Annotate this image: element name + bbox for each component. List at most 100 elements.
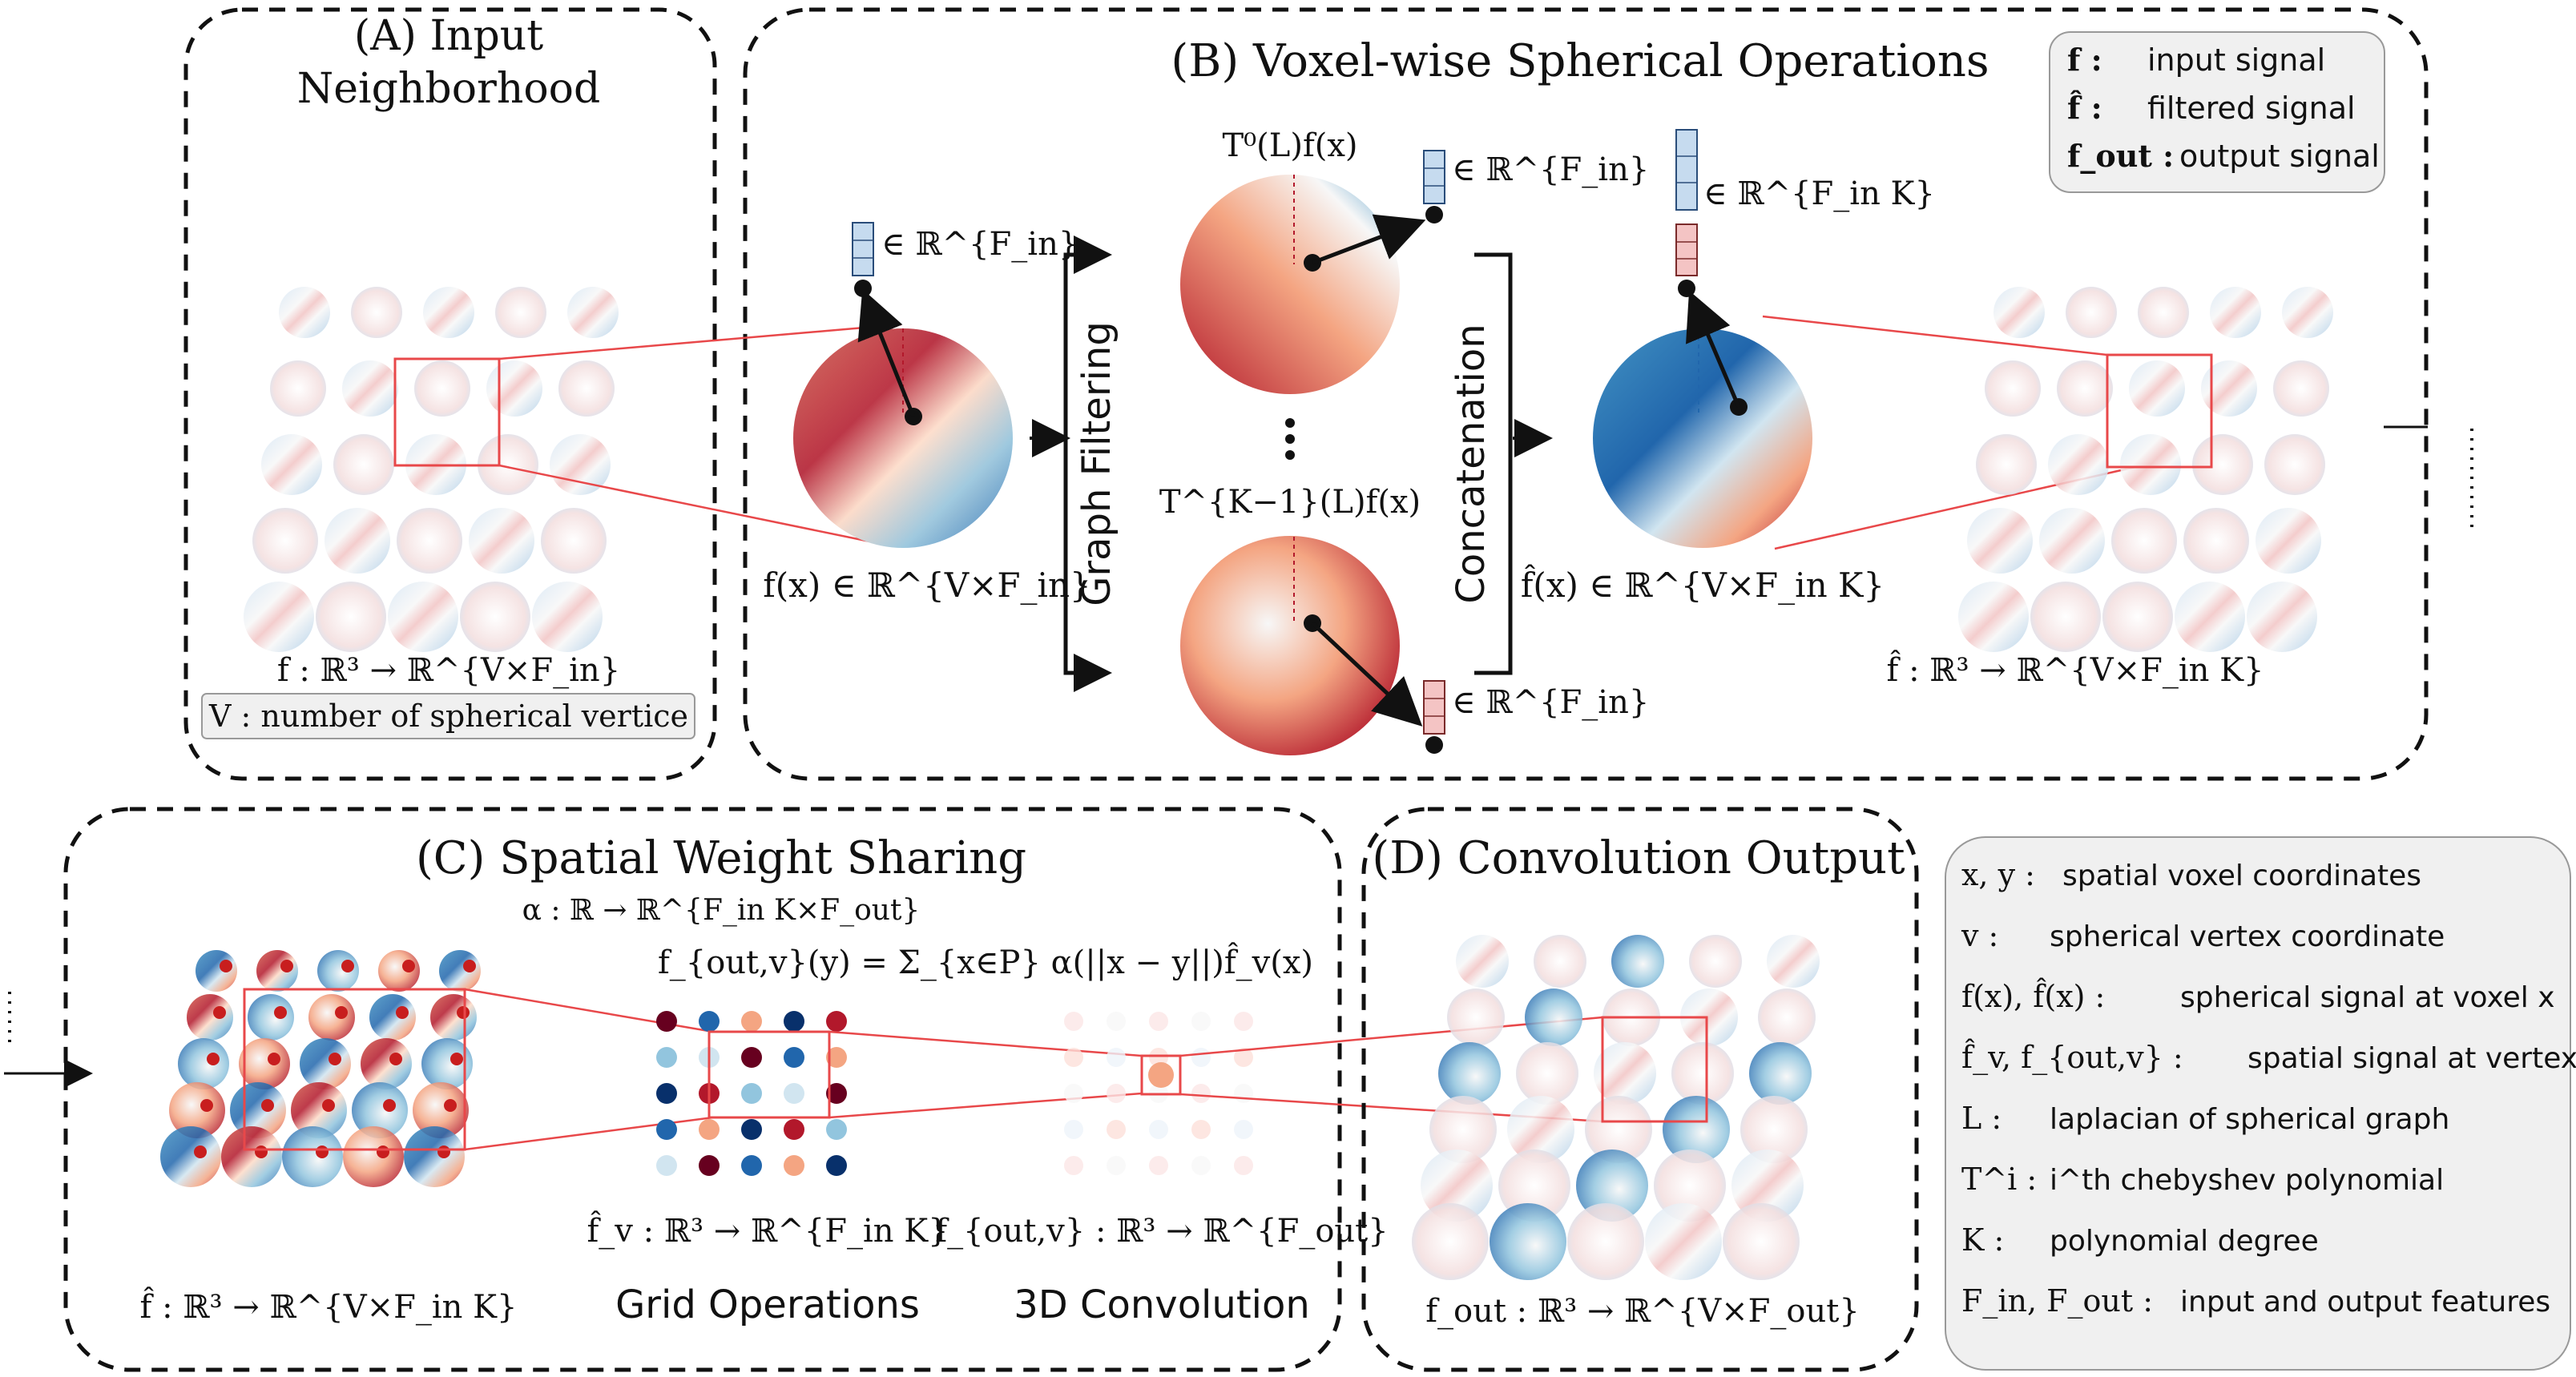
voxel-vertex-marker <box>194 1145 207 1158</box>
voxel-sphere <box>352 1082 408 1138</box>
panel-c-map-mid: f̂_v : ℝ³ → ℝ^{F_in K} <box>587 1211 948 1250</box>
voxel-sphere <box>342 360 398 417</box>
zoom-box-b <box>2106 353 2213 469</box>
panel-a-note: V : number of spherical vertice <box>208 699 688 734</box>
voxel-sphere <box>325 508 390 574</box>
voxel-sphere <box>244 582 314 652</box>
legend-d-sym: K : <box>1961 1222 2004 1258</box>
voxel-sphere <box>2120 434 2181 495</box>
voxel-sphere <box>1534 935 1586 988</box>
voxel-sphere <box>1723 1203 1800 1280</box>
voxel-sphere <box>2256 508 2321 574</box>
voxel-sphere <box>279 287 330 338</box>
grid-dot <box>741 1047 762 1068</box>
voxel-sphere <box>252 508 318 574</box>
filtered-voxel-grid <box>1958 287 2333 652</box>
grid-dot <box>1064 1012 1083 1031</box>
legend-d-box <box>1945 836 2571 1371</box>
voxel-sphere <box>300 1038 351 1089</box>
grid-dot <box>1064 1120 1083 1139</box>
input-sphere-pointer <box>857 288 916 417</box>
voxel-sphere <box>2102 582 2173 652</box>
voxel-sphere <box>1421 1150 1493 1222</box>
zoom-box-c2 <box>707 1030 831 1119</box>
voxel-sphere <box>2048 434 2109 495</box>
t0-vector-dot <box>1425 206 1443 223</box>
voxel-sphere <box>1594 1042 1656 1105</box>
voxel-sphere <box>430 994 477 1041</box>
voxel-sphere <box>2192 434 2253 495</box>
voxel-vertex-marker <box>200 1099 213 1112</box>
voxel-sphere <box>187 994 233 1041</box>
voxel-sphere <box>460 582 530 652</box>
t0-sphere-body <box>1180 175 1400 394</box>
voxel-sphere <box>2183 508 2249 574</box>
voxel-sphere <box>1567 1203 1644 1280</box>
voxel-sphere <box>1645 1203 1722 1280</box>
panel-a-map-label: f : ℝ³ → ℝ^{V×F_in} <box>277 652 620 689</box>
voxel-sphere <box>2247 582 2317 652</box>
tk-vector-label: ∈ ℝ^{F_in} <box>1452 684 1649 721</box>
voxel-vertex-marker <box>261 1099 274 1112</box>
voxel-vertex-marker <box>396 1006 409 1019</box>
voxel-sphere <box>1663 1096 1730 1163</box>
legend-d-items: x, y : spatial voxel coordinates v : spheri… <box>1961 857 2576 1319</box>
concat-vector-red <box>1675 223 1698 276</box>
grid-dot <box>1064 1156 1083 1175</box>
panel-d-map: f_out : ℝ³ → ℝ^{V×F_out} <box>1425 1293 1860 1330</box>
voxel-sphere <box>532 582 603 652</box>
voxel-sphere <box>1749 1042 1812 1105</box>
voxel-sphere <box>495 287 546 338</box>
grid-dot <box>1234 1012 1253 1031</box>
voxel-sphere <box>169 1082 225 1138</box>
panel-c-caption-right: 3D Convolution <box>1014 1282 1310 1327</box>
filtered-sphere-body <box>1593 328 1812 548</box>
legend-d-text: spatial voxel coordinates <box>2062 860 2421 892</box>
tk-sphere: ∈ ℝ^{F_in} <box>1180 536 1649 755</box>
input-sphere-label: f(x) ∈ ℝ^{V×F_in} <box>763 566 1090 605</box>
voxel-sphere <box>1731 1150 1804 1222</box>
grid-dot <box>1191 1048 1211 1067</box>
voxel-vertex-marker <box>316 1145 329 1158</box>
voxel-sphere <box>1985 360 2041 417</box>
voxel-sphere <box>567 287 619 338</box>
legend-d-text: i^th chebyshev polynomial <box>2050 1164 2444 1197</box>
voxel-sphere <box>178 1038 229 1089</box>
t0-sphere: ∈ ℝ^{F_in} <box>1180 150 1649 394</box>
legend-d-sym: f(x), f̂(x) : <box>1961 978 2105 1014</box>
grid-dot <box>1234 1048 1253 1067</box>
concat-vector-blue <box>1675 129 1698 211</box>
voxel-sphere <box>1490 1203 1566 1280</box>
legend-d-text: laplacian of spherical graph <box>2050 1103 2449 1136</box>
zoom-line-c3 <box>828 1030 1143 1057</box>
convolution-dots <box>1064 1012 1253 1175</box>
legend-b-text-1: filtered signal <box>2147 91 2356 126</box>
voxel-sphere <box>1438 1042 1501 1105</box>
voxel-sphere <box>291 1082 347 1138</box>
voxel-sphere <box>1740 1096 1808 1163</box>
panel-b: (B) Voxel-wise Spherical Operations f : … <box>498 7 2473 781</box>
concatenation-label: Concatenation <box>1449 324 1494 603</box>
voxel-sphere <box>421 1038 473 1089</box>
voxel-sphere <box>1958 582 2029 652</box>
grid-dot <box>784 1047 804 1068</box>
legend-d-text: spherical signal at voxel x <box>2180 981 2555 1014</box>
panel-c-map-right: f_{out,v} : ℝ³ → ℝ^{F_out} <box>935 1213 1388 1250</box>
legend-d-sym: L : <box>1961 1101 2002 1136</box>
legend-b-text-0: input signal <box>2147 42 2325 78</box>
grid-dot <box>1107 1156 1126 1175</box>
legend-b-box <box>2049 31 2385 193</box>
tk-sphere-body <box>1180 536 1400 755</box>
voxel-vertex-marker <box>377 1145 389 1158</box>
voxel-vertex-marker <box>220 960 232 972</box>
voxel-sphere <box>2111 508 2177 574</box>
voxel-sphere <box>261 434 322 495</box>
legend-d-sym: x, y : <box>1961 857 2035 892</box>
grid-dot <box>656 1047 677 1068</box>
panel-c: (C) Spatial Weight Sharing α : ℝ → ℝ^{F_… <box>4 807 1389 1372</box>
grid-dot <box>656 1011 677 1032</box>
panel-d-title: (D) Convolution Output <box>1372 832 1905 884</box>
voxel-vertex-marker <box>450 1053 463 1065</box>
voxel-sphere <box>1654 1150 1726 1222</box>
t0-vector <box>1423 150 1445 204</box>
